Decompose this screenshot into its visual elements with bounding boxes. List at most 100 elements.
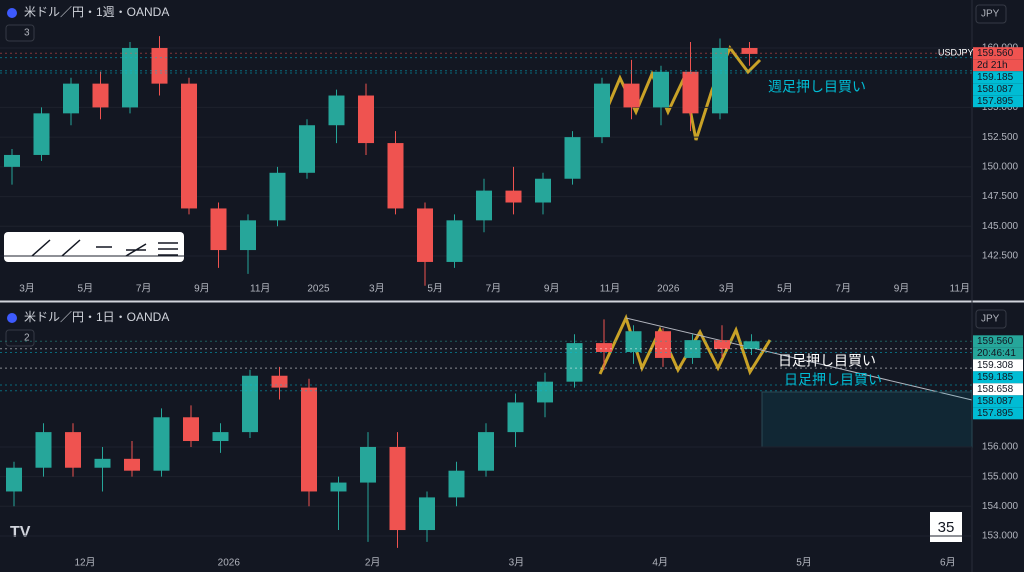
y-tick-label: 150.000 <box>982 161 1019 172</box>
x-tick-label: 5月 <box>796 557 812 569</box>
candle-body <box>684 340 701 358</box>
symbol-tag: USDJPY <box>938 48 974 58</box>
x-tick-label: 4月 <box>652 557 668 569</box>
candle-body <box>507 402 524 433</box>
candle-body <box>625 331 642 352</box>
y-tick-label: 155.000 <box>982 471 1019 482</box>
currency: JPY <box>981 314 1000 325</box>
y-tick-label: 152.500 <box>982 132 1019 143</box>
legend-toggle <box>5 329 35 347</box>
countdown-bg <box>973 347 1023 360</box>
price-tag-label: 159.185 <box>977 372 1014 383</box>
x-tick-label: 7月 <box>835 283 851 295</box>
candle-body <box>358 95 374 144</box>
x-tick-label: 7月 <box>136 283 152 295</box>
y-tick-label: 154.000 <box>982 501 1019 512</box>
candle-body <box>151 47 168 84</box>
x-tick-label: 11月 <box>950 283 970 295</box>
countdown: 20:46:41 <box>977 348 1016 359</box>
candle-body <box>417 208 433 262</box>
price-tag <box>973 395 1023 408</box>
price-tag <box>973 83 1023 96</box>
logo: TV <box>10 524 31 541</box>
candle-body <box>505 190 522 203</box>
drawing-toolbar[interactable] <box>4 232 184 262</box>
price-tag-label: 158.087 <box>977 396 1014 407</box>
price-tag <box>973 71 1023 84</box>
candle-body <box>328 95 345 126</box>
badge-bg <box>930 512 962 542</box>
candle-body <box>33 113 50 155</box>
x-tick-label: 9月 <box>544 283 560 295</box>
toolbar-bg[interactable] <box>4 232 184 262</box>
countdown-bg <box>973 59 1023 72</box>
legend-toggle <box>5 24 35 42</box>
candle-body <box>6 467 22 492</box>
x-tick-label: 9月 <box>894 283 910 295</box>
candle-body <box>242 375 258 433</box>
price-tag <box>973 95 1023 108</box>
panel-header: 米ドル／円・1週・OANDA <box>24 5 169 19</box>
countdown: 2d 21h <box>977 60 1008 71</box>
candle-body <box>623 83 640 108</box>
candle-body <box>714 340 730 350</box>
candle-body <box>65 432 81 468</box>
candle-body <box>269 172 286 221</box>
legend-count: 3 <box>24 28 30 39</box>
x-tick-label: 12月 <box>74 557 95 569</box>
annotation: 日足押し目買い <box>778 353 876 369</box>
candle-body <box>181 83 197 209</box>
x-tick-label: 11月 <box>250 283 270 295</box>
candle-body <box>387 143 404 209</box>
candle-body <box>535 178 551 203</box>
x-tick-label: 2月 <box>365 557 381 569</box>
candle-body <box>212 432 229 442</box>
candle-body <box>92 83 109 108</box>
candle-body <box>564 137 581 179</box>
currency-box <box>975 309 1007 329</box>
x-tick-label: 2026 <box>657 284 680 295</box>
price-tag-label: 158.658 <box>977 384 1014 395</box>
candle-body <box>448 470 465 498</box>
x-tick-label: 6月 <box>940 557 956 569</box>
candle-body <box>537 381 553 403</box>
candle-body <box>124 458 140 471</box>
symbol-flag <box>7 313 17 323</box>
price-tag-label: 159.560 <box>977 336 1014 347</box>
x-tick-label: 11月 <box>600 283 620 295</box>
price-tag-label: 159.560 <box>977 48 1014 59</box>
currency-box <box>975 4 1007 24</box>
candle-body <box>183 417 199 442</box>
y-tick-label: 142.500 <box>982 251 1019 262</box>
candle-body <box>419 497 435 531</box>
zone <box>761 391 973 448</box>
candle-body <box>682 71 699 114</box>
y-tick-label: 155.000 <box>982 102 1019 113</box>
y-tick-label: 147.500 <box>982 191 1019 202</box>
symbol-flag <box>7 8 17 18</box>
price-tag <box>973 407 1023 420</box>
candle-body <box>741 47 758 54</box>
x-tick-label: 5月 <box>78 283 94 295</box>
candle-body <box>712 47 728 114</box>
candle-body <box>360 446 376 483</box>
candle-body <box>478 432 494 471</box>
x-tick-label: 5月 <box>427 283 443 295</box>
legend-count: 2 <box>24 333 30 344</box>
candle-body <box>94 458 111 468</box>
x-tick-label: 7月 <box>486 283 502 295</box>
x-tick-label: 2025 <box>307 284 330 295</box>
price-tag <box>973 383 1023 396</box>
currency: JPY <box>981 9 1000 20</box>
price-tag-label: 159.308 <box>977 360 1014 371</box>
trend-line <box>625 317 973 401</box>
x-tick-label: 3月 <box>719 283 735 295</box>
x-tick-label: 3月 <box>509 557 525 569</box>
price-tag-label: 159.185 <box>977 72 1014 83</box>
candle-body <box>446 220 463 262</box>
x-tick-label: 3月 <box>19 283 35 295</box>
y-tick-label: 145.000 <box>982 221 1019 232</box>
candle-body <box>240 220 256 251</box>
toolbar-icons[interactable] <box>31 239 178 257</box>
price-tag <box>973 47 1023 60</box>
